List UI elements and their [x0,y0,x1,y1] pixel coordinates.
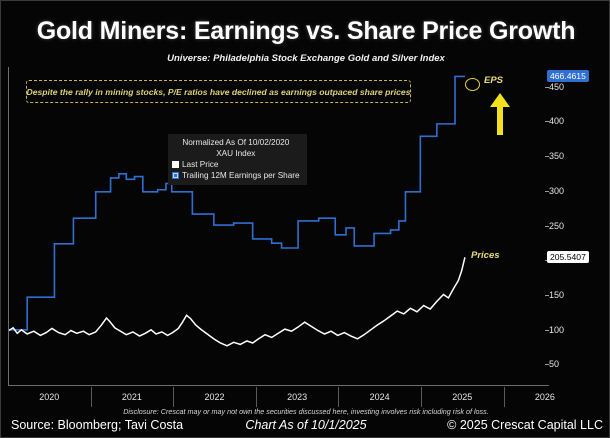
eps-value-badge: 466.4615 [547,70,589,83]
chart-svg [9,75,466,347]
x-axis-separator [255,387,257,407]
footer-row: Source: Bloomberg; Tavi Costa Chart As o… [1,418,610,438]
legend-item-last-price[interactable]: Last Price [172,159,300,170]
y-axis: 50100150200250300350400450466.4615205.54… [544,67,610,387]
up-arrow-icon [490,93,510,135]
y-axis-tick: 150 [544,289,565,300]
annotation-callout: Despite the rally in mining stocks, P/E … [26,80,411,103]
y-axis-tick: 300 [544,185,565,196]
legend-label-eps: Trailing 12M Earnings per Share [182,171,300,180]
legend-swatch-white [172,161,179,168]
legend-normalized: Normalized As Of 10/02/2020 [182,138,290,147]
x-axis-label: 2026 [534,392,555,402]
legend-label-last-price: Last Price [182,160,219,169]
x-axis: 2020 2021 2022 2023 2024 2025 2026 [8,387,555,409]
y-axis-tick: 450 [544,81,565,92]
price-value-badge: 205.5407 [547,251,589,264]
legend-index: XAU Index [216,149,256,158]
footer-chart-date: Chart As of 10/1/2025 [245,418,367,432]
eps-annotation-label: EPS [484,75,504,86]
page-subtitle: Universe: Philadelphia Stock Exchange Go… [167,53,445,64]
page-title: Gold Miners: Earnings vs. Share Price Gr… [36,17,576,45]
x-axis-label: 2025 [452,392,473,402]
y-axis-tick: 350 [544,151,565,162]
legend-swatch-blue [172,172,179,179]
x-axis-separator [338,387,340,407]
y-axis-tick: 100 [544,324,565,335]
x-axis-label: 2023 [287,392,308,402]
y-axis-tick: 400 [544,116,565,127]
x-axis-label: 2022 [204,392,225,402]
series-line-price [9,257,466,347]
x-axis-separator [503,387,505,407]
footer-copyright: © 2025 Crescat Capital LLC [447,418,603,432]
legend-item-eps[interactable]: Trailing 12M Earnings per Share [172,170,300,181]
x-axis-separator [173,387,175,407]
annotation-callout-text: Despite the rally in mining stocks, P/E … [26,86,411,97]
footer-source: Source: Bloomberg; Tavi Costa [11,418,184,432]
x-axis-label: 2024 [369,392,390,402]
x-axis-separator [90,387,92,407]
x-axis-label: 2020 [39,392,60,402]
eps-highlight-circle [465,78,480,91]
plot-area [8,67,549,386]
x-axis-separator [420,387,422,407]
series-line-eps [9,75,465,331]
disclosure-text: Disclosure: Crescat may or may not own t… [123,407,489,416]
y-axis-tick: 250 [544,220,565,231]
x-axis-label: 2021 [121,392,142,402]
prices-annotation-label: Prices [471,250,500,261]
y-axis-tick: 50 [544,359,560,370]
chart-legend: Normalized As Of 10/02/2020 XAU Index La… [168,134,307,185]
